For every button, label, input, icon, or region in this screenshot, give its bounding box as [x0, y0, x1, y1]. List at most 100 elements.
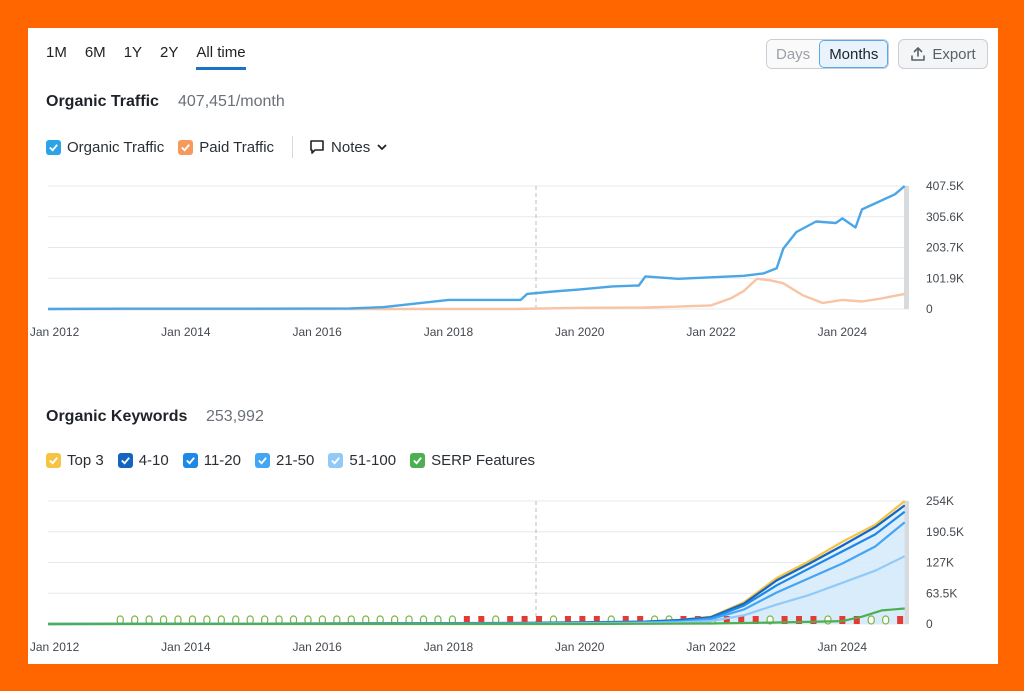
x-tick-label: Jan 2022: [686, 325, 736, 339]
x-tick-label: Jan 2022: [686, 640, 736, 654]
update-marker: [622, 616, 629, 624]
update-marker: [824, 615, 832, 625]
charts-canvas: 407.5K 305.6K 203.7K 101.9K 0 Jan 2012 Jan 201…: [30, 179, 964, 654]
update-marker: [723, 616, 730, 624]
export-button[interactable]: Export: [898, 39, 988, 69]
notes-dropdown[interactable]: Notes: [309, 139, 388, 156]
x-tick-label: Jan 2014: [161, 640, 211, 654]
months-button[interactable]: Months: [819, 40, 889, 68]
legend-label: 4-10: [138, 452, 169, 469]
legend-label: Paid Traffic: [199, 138, 275, 156]
traffic-value: 407,451/month: [178, 93, 285, 110]
y-tick-label: 254K: [926, 494, 954, 508]
chevron-down-icon: [377, 144, 387, 151]
update-marker: [579, 616, 586, 624]
update-marker: [796, 616, 803, 624]
legend-4-10[interactable]: 4-10: [117, 452, 169, 469]
y-tick-label: 190.5K: [926, 525, 964, 539]
range-2y[interactable]: 2Y: [160, 44, 179, 61]
y-tick-label: 127K: [926, 556, 954, 570]
traffic-legend: Organic Traffic Paid Traffic Notes: [46, 136, 388, 158]
update-marker: [478, 616, 485, 624]
x-tick-label: Jan 2014: [161, 325, 211, 339]
update-marker: [536, 616, 543, 624]
checkbox-icon: [182, 453, 198, 468]
series-line: [48, 277, 905, 311]
checkbox-icon: [46, 453, 61, 468]
keywords-title: Organic Keywords: [46, 408, 188, 425]
x-tick-label: Jan 2020: [555, 640, 605, 654]
x-tick-label: Jan 2016: [292, 325, 342, 339]
scroll-edge: [904, 186, 909, 309]
export-label: Export: [932, 45, 976, 63]
range-6m[interactable]: 6M: [84, 44, 106, 61]
checkbox-icon: [255, 453, 270, 468]
scroll-edge: [904, 501, 909, 624]
y-tick-label: 101.9K: [926, 271, 964, 285]
y-tick-label: 203.7K: [926, 241, 964, 255]
range-all-time[interactable]: All time: [196, 44, 246, 70]
x-tick-label: Jan 2012: [30, 640, 80, 654]
upload-icon: [911, 47, 926, 61]
x-tick-label: Jan 2018: [424, 325, 474, 339]
legend-label: SERP Features: [431, 452, 536, 469]
legend-21-50[interactable]: 21-50: [255, 452, 314, 469]
legend-label: 51-100: [349, 452, 397, 469]
x-tick-label: Jan 2024: [818, 325, 868, 339]
series-line: [48, 607, 905, 626]
update-marker: [507, 616, 514, 624]
legend-label: Organic Traffic: [67, 138, 165, 156]
series-area: [48, 501, 905, 624]
update-marker: [781, 616, 788, 624]
update-marker: [867, 615, 875, 625]
update-marker: [521, 616, 528, 624]
keywords-value: 253,992: [206, 408, 264, 425]
update-marker: [637, 616, 644, 624]
legend-label: 21-50: [276, 452, 315, 469]
checkbox-icon: [328, 453, 344, 468]
update-marker: [738, 616, 745, 624]
notes-label: Notes: [331, 138, 371, 156]
legend-label: Top 3: [67, 452, 104, 469]
range-1m[interactable]: 1M: [46, 44, 67, 61]
update-marker: [897, 616, 904, 624]
legend-top-3[interactable]: Top 3: [46, 452, 104, 469]
range-1y[interactable]: 1Y: [123, 44, 143, 61]
legend-divider: [292, 136, 294, 158]
x-tick-label: Jan 2012: [30, 325, 80, 339]
legend-organic-traffic[interactable]: Organic Traffic: [46, 139, 164, 156]
update-marker: [882, 615, 890, 625]
date-range-tabs: 1M 6M 1Y 2Y All time: [46, 44, 264, 70]
checkbox-icon: [46, 139, 61, 155]
series-area: [48, 505, 905, 624]
legend-paid-traffic[interactable]: Paid Traffic: [178, 139, 274, 156]
y-tick-label: 0: [926, 617, 933, 631]
x-tick-label: Jan 2020: [555, 325, 605, 339]
update-marker: [752, 616, 759, 624]
legend-label: 11-20: [203, 452, 241, 469]
x-tick-label: Jan 2016: [292, 640, 342, 654]
y-tick-label: 305.6K: [926, 210, 964, 224]
update-marker: [810, 616, 817, 624]
legend-51-100[interactable]: 51-100: [328, 452, 396, 469]
checkbox-icon: [117, 453, 133, 468]
legend-11-20[interactable]: 11-20: [182, 452, 241, 469]
checkbox-icon: [178, 139, 194, 155]
keywords-legend: Top 3 4-10 11-20 21-50 51-100 SERP Featu…: [46, 452, 549, 469]
traffic-title: Organic Traffic: [46, 93, 159, 110]
series-area: [48, 511, 905, 624]
legend-serp-features[interactable]: SERP Features: [410, 452, 535, 469]
x-tick-label: Jan 2018: [424, 640, 474, 654]
y-tick-label: 0: [926, 302, 933, 316]
update-marker: [853, 616, 860, 624]
update-marker: [593, 616, 600, 624]
analytics-card: 1M 6M 1Y 2Y All time Days Months Export …: [28, 28, 998, 664]
series-area: [48, 522, 905, 624]
x-tick-label: Jan 2024: [818, 640, 868, 654]
granularity-toggle: Days Months: [766, 39, 890, 69]
y-tick-label: 407.5K: [926, 179, 964, 193]
update-marker: [564, 616, 571, 624]
series-area: [48, 556, 905, 624]
days-button[interactable]: Days: [767, 40, 820, 68]
series-line: [47, 185, 906, 311]
